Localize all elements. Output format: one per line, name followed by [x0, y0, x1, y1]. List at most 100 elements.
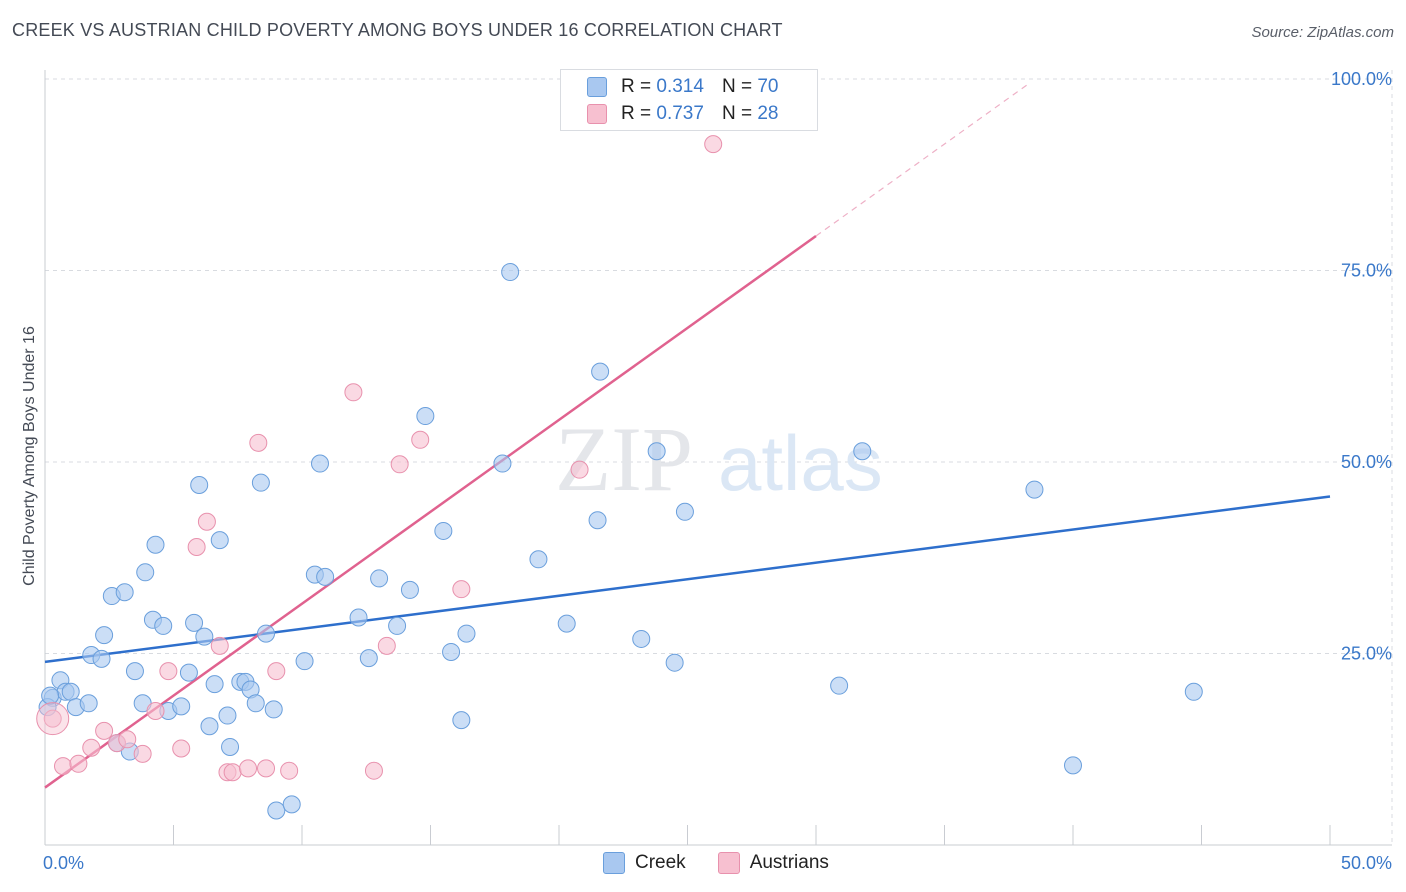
watermark: ZIP atlas: [555, 408, 883, 510]
creek-legend-swatch: [603, 852, 625, 874]
creek-point: [591, 362, 610, 381]
creek-point: [79, 694, 98, 713]
x-tick-label: 50.0%: [1341, 853, 1392, 873]
y-tick-label: 50.0%: [1341, 452, 1392, 472]
austrians-point: [53, 757, 72, 776]
austrians-point: [69, 754, 88, 773]
watermark-atlas: atlas: [718, 419, 883, 507]
creek-point: [457, 624, 476, 643]
creek-point: [316, 567, 335, 586]
austrians-point: [159, 662, 178, 681]
creek-point: [647, 442, 666, 461]
austrians-point: [187, 538, 206, 557]
austrians-point: [239, 759, 258, 778]
y-axis-label: Child Poverty Among Boys Under 16: [21, 326, 38, 586]
austrians-swatch: [587, 104, 607, 124]
austrians-point: [133, 744, 152, 763]
creek-r-label: R =: [621, 76, 652, 97]
data-points: [36, 135, 1203, 820]
creek-point: [221, 737, 240, 756]
gridlines: [45, 70, 1393, 845]
creek-legend-label: Creek: [635, 852, 686, 873]
creek-point: [359, 649, 378, 668]
austrians-point: [364, 761, 383, 780]
creek-point: [853, 442, 872, 461]
creek-point: [588, 511, 607, 530]
legend-item-austrians: Austrians: [717, 852, 829, 874]
creek-point: [388, 616, 407, 635]
austrians-point: [146, 701, 165, 720]
creek-point: [154, 616, 173, 635]
austrians-point: [210, 636, 229, 655]
austrians-point: [704, 135, 723, 154]
austrians-point: [377, 636, 396, 655]
creek-point: [95, 626, 114, 645]
series-legend: Creek Austrians: [603, 852, 861, 874]
creek-point: [218, 706, 237, 725]
creek-point: [434, 521, 453, 540]
austrians-legend-swatch: [717, 852, 740, 874]
austrians-point: [82, 738, 101, 757]
austrians-point-cluster: [36, 702, 70, 736]
creek-point: [675, 502, 694, 521]
legend-row-austrians: R = 0.737 N = 28: [587, 101, 778, 127]
austrians-legend-label: Austrians: [749, 852, 829, 873]
creek-point: [257, 624, 276, 643]
tick-labels: 25.0% 50.0% 75.0% 100.0% 0.0% 50.0%: [43, 69, 1392, 873]
x-tick-label: 0.0%: [43, 853, 84, 873]
creek-point: [136, 563, 155, 582]
creek-point: [416, 407, 435, 426]
creek-point: [830, 676, 849, 695]
creek-point: [200, 717, 219, 736]
creek-point: [529, 550, 548, 569]
creek-point: [400, 580, 419, 599]
creek-point: [442, 642, 461, 661]
creek-point: [1025, 480, 1044, 499]
austrians-point: [267, 662, 286, 681]
creek-point: [501, 263, 520, 282]
austrians-r-value: 0.737: [656, 103, 704, 124]
austrians-point: [257, 759, 276, 778]
creek-point: [179, 663, 198, 682]
austrians-point: [411, 430, 430, 449]
austrians-point: [197, 512, 216, 531]
stats-legend: R = 0.314 N = 70 R = 0.737 N = 28: [560, 69, 818, 131]
creek-point: [195, 627, 214, 646]
creek-point: [246, 694, 265, 713]
austrians-point: [570, 460, 589, 479]
legend-row-creek: R = 0.314 N = 70: [587, 74, 778, 100]
watermark-zip: ZIP: [555, 408, 693, 510]
legend-item-creek: Creek: [603, 852, 686, 874]
creek-point: [41, 686, 60, 705]
creek-point: [185, 613, 204, 632]
austrians-trend-extension: [815, 84, 1028, 237]
creek-point: [251, 473, 270, 492]
creek-point: [264, 700, 283, 719]
creek-n-value: 70: [757, 76, 779, 97]
creek-point: [632, 629, 651, 648]
y-tick-label: 75.0%: [1341, 261, 1392, 281]
source-credit: Source: ZipAtlas.com: [1251, 24, 1394, 41]
creek-point: [267, 801, 286, 820]
creek-point: [125, 662, 144, 681]
creek-point: [146, 535, 165, 554]
creek-point: [557, 614, 576, 633]
austrians-point: [344, 383, 363, 402]
creek-point: [92, 649, 111, 668]
austrians-n-label: N =: [721, 103, 753, 124]
creek-point: [205, 675, 224, 694]
creek-point: [210, 531, 229, 550]
creek-point: [295, 652, 314, 671]
austrians-point: [452, 580, 471, 599]
creek-point: [61, 682, 80, 701]
creek-point: [1064, 756, 1082, 775]
creek-trend-line: [44, 495, 1331, 664]
creek-point: [349, 608, 368, 627]
austrians-point: [280, 761, 299, 780]
chart-title: CREEK VS AUSTRIAN CHILD POVERTY AMONG BO…: [12, 20, 783, 40]
austrians-point: [43, 709, 62, 728]
y-tick-label: 100.0%: [1331, 69, 1392, 89]
creek-point: [452, 711, 471, 730]
creek-point: [310, 454, 329, 473]
